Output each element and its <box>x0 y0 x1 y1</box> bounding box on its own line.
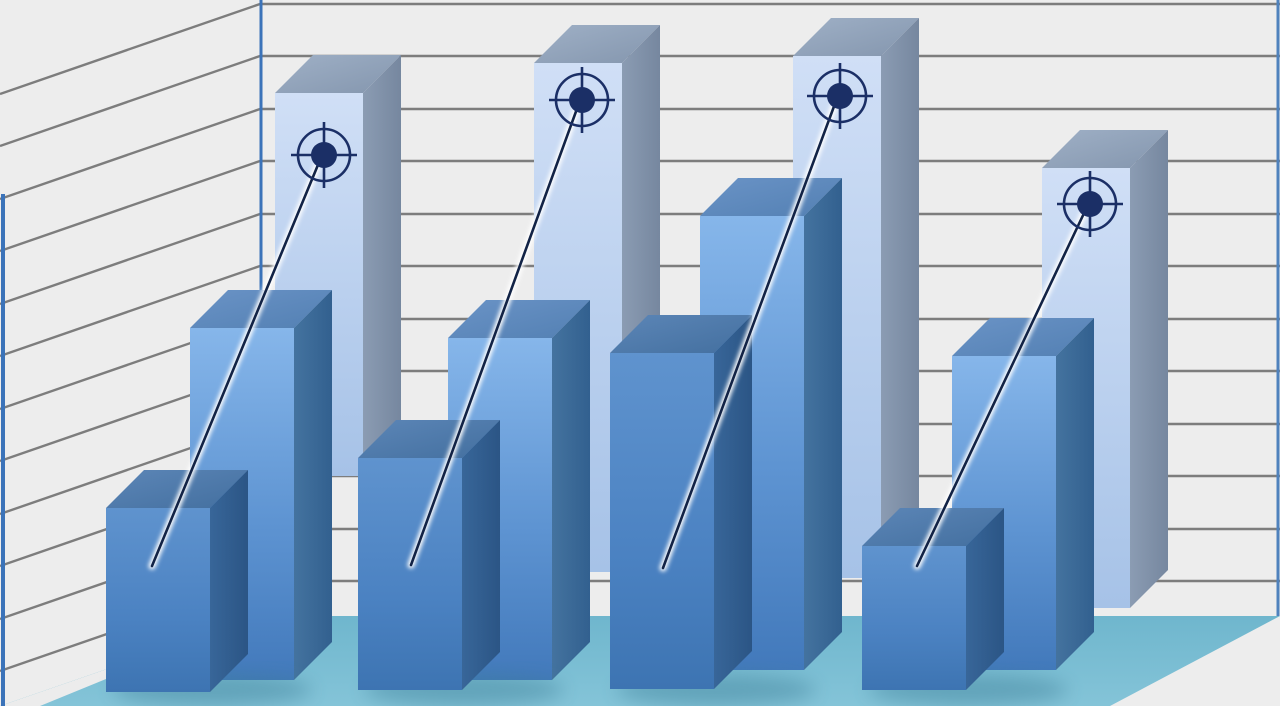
front-bar-1-side <box>210 470 248 692</box>
target-marker-3-ring <box>812 68 868 124</box>
target-marker-2-core <box>569 87 595 113</box>
left-gridline-2 <box>0 107 261 201</box>
front-bar-2-front <box>358 458 462 690</box>
growth-arrows <box>148 97 1090 572</box>
left-gridline-4 <box>0 212 261 306</box>
back-bar-3-side <box>881 18 919 578</box>
back-bar-2-top <box>534 25 660 63</box>
front-bar-3-top <box>610 315 752 353</box>
front-bar-4-front <box>862 546 966 690</box>
target-markers <box>291 63 1123 237</box>
front-bar-4-side <box>966 508 1004 690</box>
growth-arrow-4-core <box>915 207 1088 568</box>
front-bar-1[interactable] <box>106 470 248 692</box>
mid-bar-1-side <box>294 290 332 680</box>
front-bar-2-side <box>462 420 500 690</box>
front-bar-2[interactable] <box>358 420 500 690</box>
target-marker-4-core <box>1077 191 1103 217</box>
front-bar-1-front <box>106 508 210 692</box>
left-gridline-5 <box>0 264 261 358</box>
front-bar-2-top <box>358 420 500 458</box>
front-bar-1-top <box>106 470 248 508</box>
growth-arrow-3-core <box>661 99 838 570</box>
mid-bar-3-side <box>804 178 842 670</box>
mid-bar-2-top <box>448 300 590 338</box>
growth-arrow-1-core <box>150 158 322 568</box>
growth-arrow-3 <box>659 97 840 572</box>
back-bar-3-top <box>793 18 919 56</box>
front-bar-3[interactable] <box>610 315 752 689</box>
back-bar-4-side <box>1130 130 1168 608</box>
mid-bar-2-side <box>552 300 590 680</box>
target-marker-2-ring <box>554 72 610 128</box>
target-marker-3-core <box>827 83 853 109</box>
front-row-bars <box>106 315 1068 706</box>
target-marker-2[interactable] <box>549 67 615 133</box>
growth-arrow-4 <box>913 205 1090 570</box>
target-marker-1-ring <box>296 127 352 183</box>
target-marker-4[interactable] <box>1057 171 1123 237</box>
back-bar-1-top <box>275 55 401 93</box>
left-gridline-0 <box>0 2 261 96</box>
back-bar-4-top <box>1042 130 1168 168</box>
target-marker-4-ring <box>1062 176 1118 232</box>
front-bar-3-front <box>610 353 714 689</box>
growth-arrow-2-core <box>409 104 580 567</box>
floor-right-bevel <box>1110 616 1280 706</box>
growth-arrow-1 <box>148 156 324 570</box>
target-marker-1[interactable] <box>291 122 357 188</box>
target-marker-1-core <box>311 142 337 168</box>
target-marker-3[interactable] <box>807 63 873 129</box>
mid-bar-4-side <box>1056 318 1094 670</box>
growth-arrow-2 <box>407 102 582 569</box>
left-gridline-3 <box>0 159 261 253</box>
left-gridline-1 <box>0 54 261 148</box>
back-bar-1-side <box>363 55 401 476</box>
